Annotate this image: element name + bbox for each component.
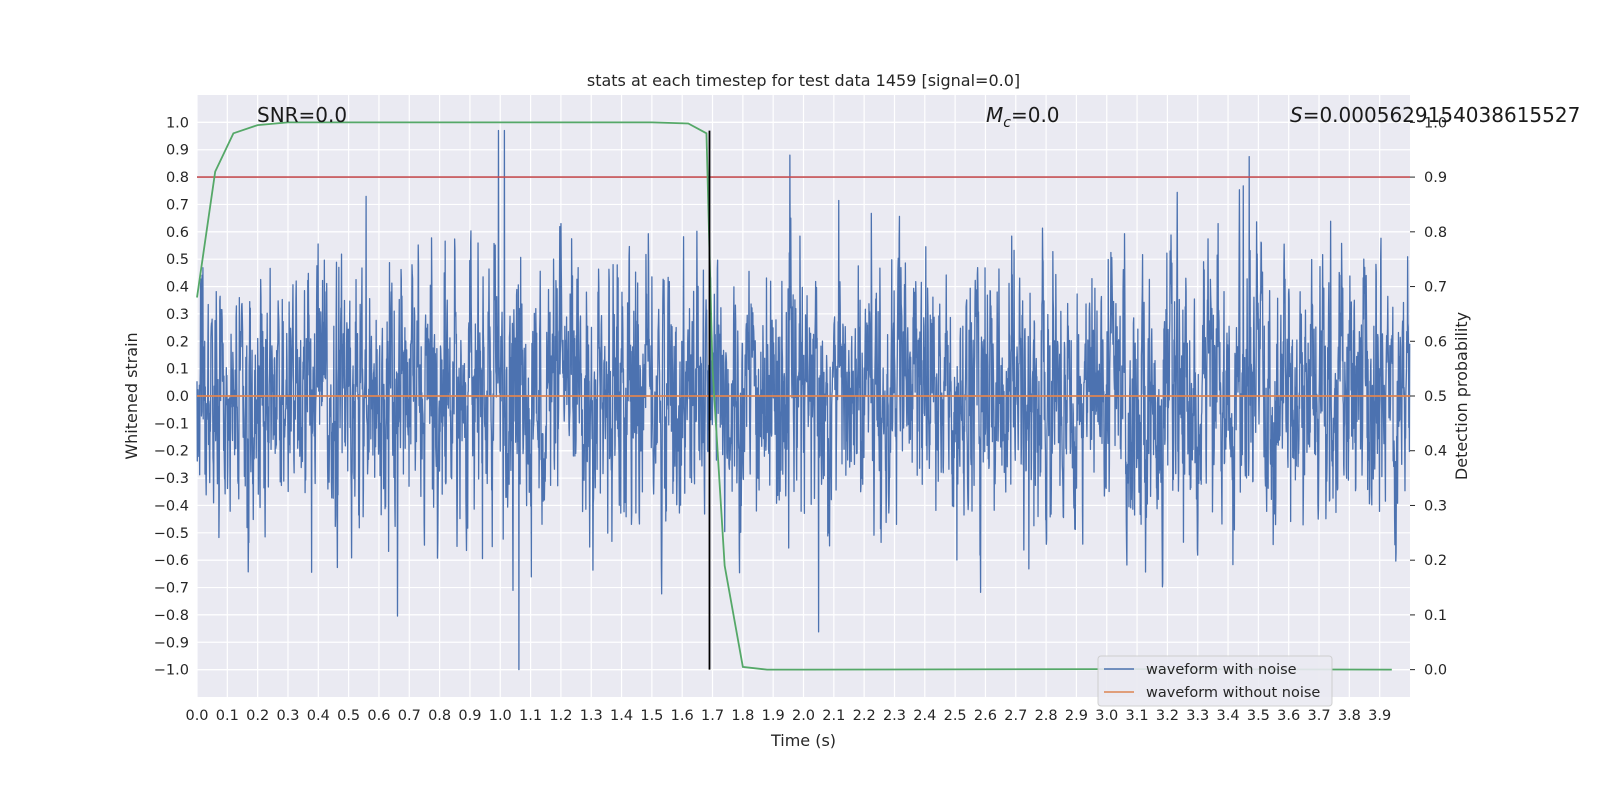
legend-label-noise: waveform with noise: [1146, 662, 1297, 678]
y-tick-left-1: −0.9: [154, 635, 189, 651]
x-tick-9: 0.9: [458, 708, 481, 724]
x-tick-1: 0.1: [216, 708, 239, 724]
x-tick-25: 2.5: [944, 708, 967, 724]
y-tick-left-7: −0.3: [154, 471, 189, 487]
x-tick-21: 2.1: [822, 708, 845, 724]
x-tick-29: 2.9: [1065, 708, 1088, 724]
y-tick-left-10: 0.0: [166, 389, 189, 405]
x-tick-7: 0.7: [398, 708, 421, 724]
mc-annotation: Mc=0.0: [986, 103, 1060, 131]
s-annotation: S=0.0005629154038615527: [1290, 103, 1580, 127]
y-tick-left-9: −0.1: [154, 416, 189, 432]
x-tick-26: 2.6: [974, 708, 997, 724]
left-axis-ticks: −1.0 −0.9 −0.8 −0.7 −0.6 −0.5 −0.4 −0.3 −0.2 −0.1…: [154, 115, 189, 678]
x-tick-37: 3.7: [1307, 708, 1330, 724]
x-tick-39: 3.9: [1368, 708, 1391, 724]
x-axis-ticks: 0.0 0.1 0.2 0.3 0.4 0.5 0.6 0.7 0.8 0.9 1.0 1.1 1.2 1…: [185, 708, 1391, 724]
y-tick-right-1: 0.1: [1424, 608, 1447, 624]
y-tick-right-6: 0.6: [1424, 334, 1447, 350]
y-axis-label-right: Detection probability: [1452, 312, 1471, 480]
x-tick-20: 2.0: [792, 708, 815, 724]
y-tick-right-10: 1.0: [1424, 115, 1447, 131]
x-tick-11: 1.1: [519, 708, 542, 724]
y-tick-left-2: −0.8: [154, 608, 189, 624]
y-tick-left-4: −0.6: [154, 553, 189, 569]
x-tick-38: 3.8: [1338, 708, 1361, 724]
y-tick-left-12: 0.2: [166, 334, 189, 350]
x-tick-33: 3.3: [1186, 708, 1209, 724]
y-tick-left-14: 0.4: [166, 280, 189, 296]
y-tick-left-11: 0.1: [166, 362, 189, 378]
s-value: =0.0005629154038615527: [1303, 103, 1581, 127]
x-tick-15: 1.5: [640, 708, 663, 724]
legend-label-clean: waveform without noise: [1146, 685, 1320, 701]
series-layer: [196, 121, 1411, 671]
x-axis-label: Time (s): [770, 731, 836, 750]
x-tick-17: 1.7: [701, 708, 724, 724]
legend-box: [1097, 655, 1333, 707]
mc-subscript: c: [1003, 115, 1011, 131]
right-axis-ticks: 0.0 0.1 0.2 0.3 0.4 0.5 0.6 0.7 0.8 0.9 1.0: [1410, 115, 1447, 679]
x-tick-5: 0.5: [337, 708, 360, 724]
x-tick-24: 2.4: [913, 708, 936, 724]
x-tick-14: 1.4: [610, 708, 633, 724]
y-tick-right-8: 0.8: [1424, 225, 1447, 241]
y-tick-left-0: −1.0: [154, 663, 189, 679]
snr-annotation: SNR=0.0: [257, 103, 347, 127]
y-tick-left-16: 0.6: [166, 225, 189, 241]
y-tick-right-2: 0.2: [1424, 553, 1447, 569]
s-symbol: S: [1290, 103, 1303, 127]
x-tick-8: 0.8: [428, 708, 451, 724]
y-tick-left-6: −0.4: [154, 498, 189, 514]
x-tick-34: 3.4: [1217, 708, 1240, 724]
y-tick-left-19: 0.9: [166, 143, 189, 159]
x-tick-3: 0.3: [276, 708, 299, 724]
y-tick-right-7: 0.7: [1424, 280, 1447, 296]
x-tick-6: 0.6: [367, 708, 390, 724]
x-tick-10: 1.0: [489, 708, 512, 724]
legend: waveform with noise waveform without noi…: [1097, 655, 1333, 707]
y-tick-left-5: −0.5: [154, 526, 189, 542]
mc-symbol: M: [986, 103, 1003, 127]
x-tick-35: 3.5: [1247, 708, 1270, 724]
x-tick-19: 1.9: [762, 708, 785, 724]
y-tick-right-3: 0.3: [1424, 498, 1447, 514]
series-waveform-with-noise: [196, 129, 1411, 671]
x-tick-16: 1.6: [671, 708, 694, 724]
y-tick-left-20: 1.0: [166, 115, 189, 131]
x-tick-0: 0.0: [185, 708, 208, 724]
x-tick-12: 1.2: [549, 708, 572, 724]
y-tick-right-9: 0.9: [1424, 170, 1447, 186]
y-tick-left-13: 0.3: [166, 307, 189, 323]
x-tick-2: 0.2: [246, 708, 269, 724]
y-tick-right-5: 0.5: [1424, 389, 1447, 405]
x-tick-22: 2.2: [853, 708, 876, 724]
x-tick-18: 1.8: [731, 708, 754, 724]
y-tick-right-4: 0.4: [1424, 444, 1447, 460]
x-tick-30: 3.0: [1095, 708, 1118, 724]
x-tick-27: 2.7: [1004, 708, 1027, 724]
x-tick-23: 2.3: [883, 708, 906, 724]
y-tick-left-15: 0.5: [166, 252, 189, 268]
y-tick-left-3: −0.7: [154, 581, 189, 597]
x-tick-36: 3.6: [1277, 708, 1300, 724]
x-tick-28: 2.8: [1035, 708, 1058, 724]
mc-value: =0.0: [1011, 103, 1060, 127]
y-tick-right-0: 0.0: [1424, 663, 1447, 679]
chart-title: stats at each timestep for test data 145…: [587, 71, 1020, 90]
y-tick-left-8: −0.2: [154, 444, 189, 460]
x-tick-32: 3.2: [1156, 708, 1179, 724]
y-tick-left-17: 0.7: [166, 197, 189, 213]
x-tick-4: 0.4: [307, 708, 330, 724]
series-detection-probability: [196, 121, 1392, 671]
x-tick-31: 3.1: [1126, 708, 1149, 724]
y-tick-left-18: 0.8: [166, 170, 189, 186]
y-axis-label-left: Whitened strain: [122, 332, 141, 459]
x-tick-13: 1.3: [580, 708, 603, 724]
